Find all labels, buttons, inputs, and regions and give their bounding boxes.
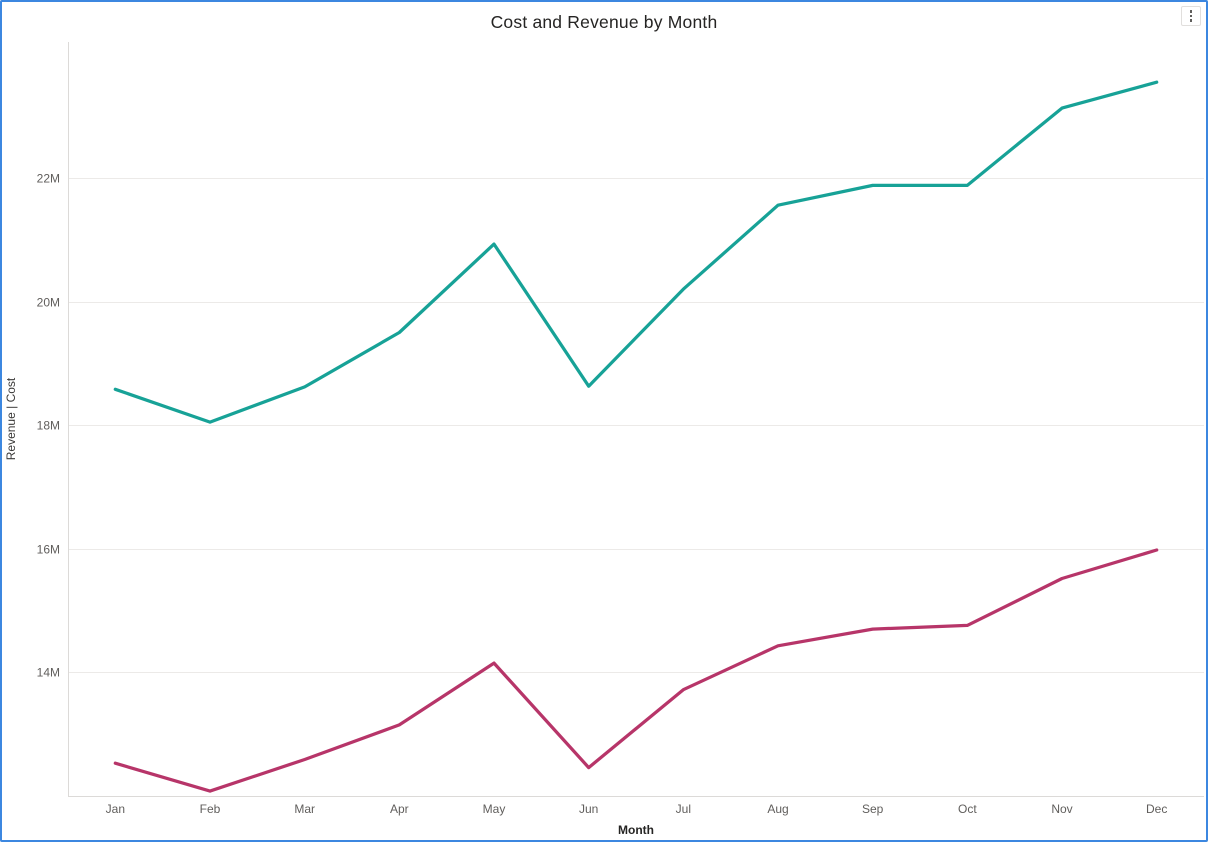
y-axis-tick-label: 16M — [37, 543, 60, 557]
y-axis-tick-label: 18M — [37, 419, 60, 433]
x-axis-tick-label: Oct — [958, 802, 977, 816]
y-axis-tick-label: 22M — [37, 172, 60, 186]
x-axis-tick-label: Apr — [390, 802, 409, 816]
y-axis-tick-label: 20M — [37, 296, 60, 310]
x-axis-tick-label: Jul — [676, 802, 691, 816]
x-axis-tick-label: Feb — [200, 802, 221, 816]
more-options-button[interactable] — [1181, 6, 1201, 26]
x-axis-tick-label: Dec — [1146, 802, 1167, 816]
y-axis-tick-label: 14M — [37, 666, 60, 680]
revenue-line-series[interactable] — [113, 80, 1159, 424]
x-axis-tick-label: Sep — [862, 802, 884, 816]
y-axis-title: Revenue | Cost — [4, 377, 18, 460]
x-axis-tick-label: Mar — [294, 802, 315, 816]
x-axis-tick-label: May — [483, 802, 506, 816]
x-axis-tick-label: Nov — [1051, 802, 1072, 816]
x-axis-tick-label: Jan — [106, 802, 125, 816]
x-axis-tick-label: Aug — [767, 802, 788, 816]
x-axis-title: Month — [618, 823, 654, 837]
cost-line-series[interactable] — [113, 548, 1159, 793]
x-axis-tick-label: Jun — [579, 802, 598, 816]
more-options-icon — [1189, 10, 1193, 13]
